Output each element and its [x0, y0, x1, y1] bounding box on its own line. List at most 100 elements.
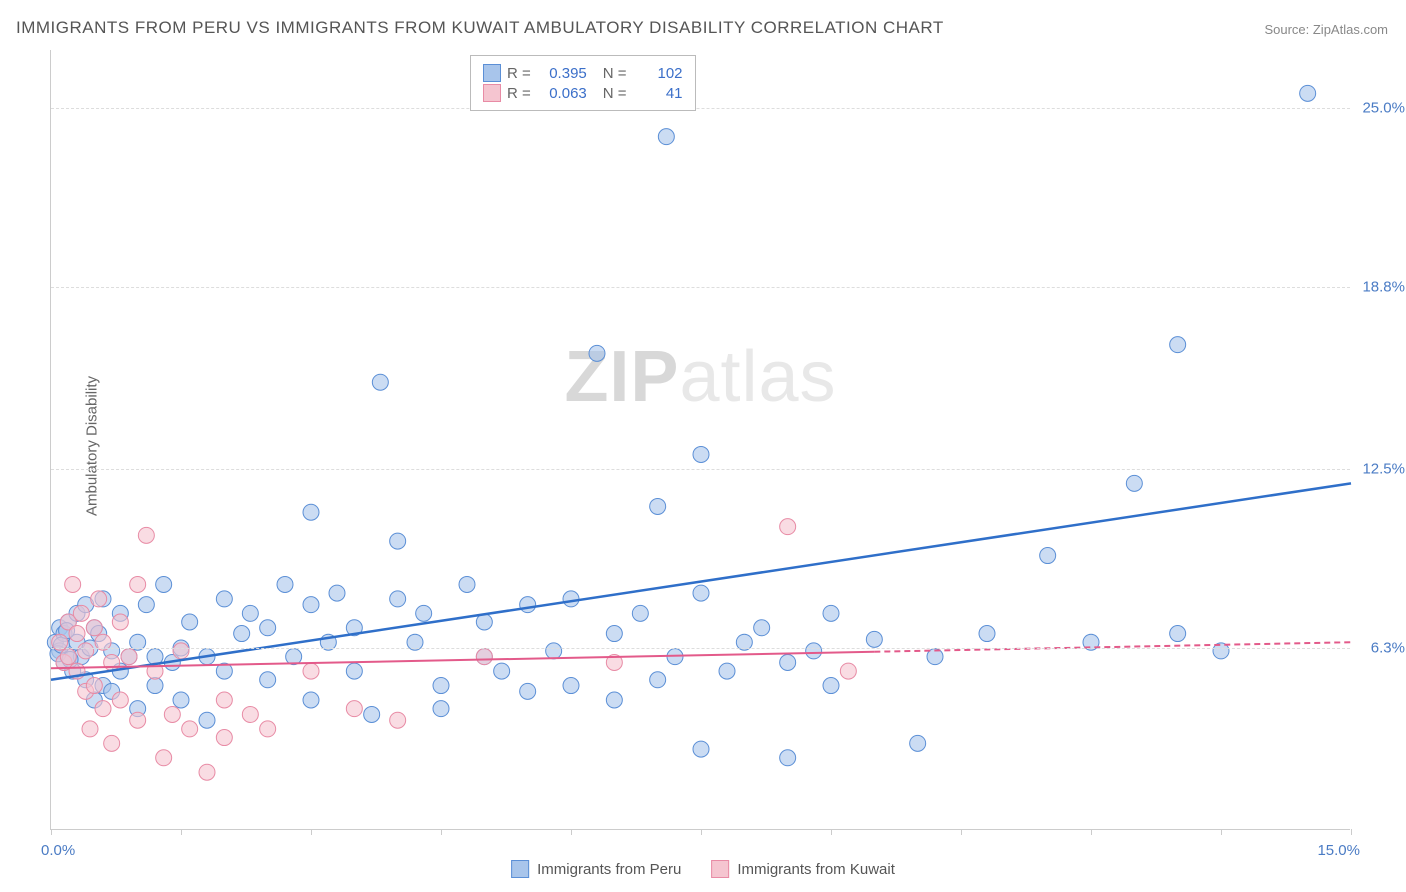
data-point	[112, 692, 128, 708]
correlation-legend: R =0.395N =102R =0.063N =41	[470, 55, 696, 111]
y-tick-label: 25.0%	[1362, 99, 1405, 116]
source-attribution: Source: ZipAtlas.com	[1264, 22, 1388, 37]
data-point	[138, 597, 154, 613]
data-point	[1300, 85, 1316, 101]
data-point	[86, 620, 102, 636]
data-point	[242, 706, 258, 722]
data-point	[216, 591, 232, 607]
gridline	[51, 469, 1350, 470]
data-point	[459, 576, 475, 592]
data-point	[823, 678, 839, 694]
legend-row: R = 0.395 N = 102	[483, 64, 683, 82]
data-point	[303, 597, 319, 613]
data-point	[780, 654, 796, 670]
x-axis-min: 0.0%	[41, 842, 75, 859]
legend-series-label: Immigrants from Kuwait	[737, 861, 895, 878]
data-point	[95, 701, 111, 717]
data-point	[364, 706, 380, 722]
data-point	[589, 345, 605, 361]
data-point	[806, 643, 822, 659]
data-point	[86, 678, 102, 694]
legend-r-value: 0.063	[537, 85, 587, 102]
data-point	[242, 605, 258, 621]
data-point	[1170, 626, 1186, 642]
data-point	[260, 672, 276, 688]
data-point	[693, 741, 709, 757]
data-point	[182, 721, 198, 737]
x-tick-mark	[441, 829, 442, 835]
data-point	[632, 605, 648, 621]
data-point	[303, 663, 319, 679]
legend-n-label: N =	[603, 65, 627, 82]
series-legend: Immigrants from Peru Immigrants from Kuwa…	[511, 860, 895, 878]
trend-line	[51, 483, 1351, 679]
x-tick-mark	[181, 829, 182, 835]
legend-r-label: R =	[507, 85, 531, 102]
data-point	[433, 701, 449, 717]
data-point	[754, 620, 770, 636]
legend-swatch	[483, 64, 501, 82]
data-point	[121, 649, 137, 665]
data-point	[372, 374, 388, 390]
data-point	[260, 620, 276, 636]
data-point	[494, 663, 510, 679]
x-tick-mark	[311, 829, 312, 835]
data-point	[303, 692, 319, 708]
data-point	[104, 735, 120, 751]
data-point	[156, 750, 172, 766]
x-tick-mark	[571, 829, 572, 835]
data-point	[520, 683, 536, 699]
data-point	[130, 576, 146, 592]
plot-area: ZIPatlas 6.3%12.5%18.8%25.0% 0.0% 15.0%	[50, 50, 1350, 830]
legend-n-label: N =	[603, 85, 627, 102]
x-tick-mark	[51, 829, 52, 835]
data-point	[82, 721, 98, 737]
legend-n-value: 102	[633, 65, 683, 82]
gridline	[51, 287, 1350, 288]
data-point	[234, 626, 250, 642]
data-point	[563, 678, 579, 694]
data-point	[346, 701, 362, 717]
chart-title: IMMIGRANTS FROM PERU VS IMMIGRANTS FROM …	[16, 18, 944, 38]
data-point	[91, 591, 107, 607]
gridline	[51, 108, 1350, 109]
x-axis-max: 15.0%	[1317, 842, 1360, 859]
y-tick-label: 6.3%	[1371, 640, 1405, 657]
data-point	[199, 764, 215, 780]
legend-item: Immigrants from Peru	[511, 860, 681, 878]
data-point	[476, 649, 492, 665]
x-tick-mark	[1091, 829, 1092, 835]
data-point	[147, 678, 163, 694]
data-point	[1170, 337, 1186, 353]
gridline	[51, 648, 1350, 649]
data-point	[260, 721, 276, 737]
data-point	[112, 614, 128, 630]
data-point	[546, 643, 562, 659]
data-point	[866, 631, 882, 647]
data-point	[216, 692, 232, 708]
data-point	[216, 730, 232, 746]
data-point	[130, 712, 146, 728]
data-point	[69, 626, 85, 642]
data-point	[1126, 475, 1142, 491]
legend-swatch	[711, 860, 729, 878]
data-point	[433, 678, 449, 694]
data-point	[910, 735, 926, 751]
legend-r-value: 0.395	[537, 65, 587, 82]
y-tick-label: 12.5%	[1362, 460, 1405, 477]
legend-item: Immigrants from Kuwait	[711, 860, 895, 878]
data-point	[520, 597, 536, 613]
data-point	[199, 712, 215, 728]
data-point	[693, 446, 709, 462]
data-point	[1040, 548, 1056, 564]
data-point	[719, 663, 735, 679]
data-point	[303, 504, 319, 520]
legend-swatch	[483, 84, 501, 102]
data-point	[780, 750, 796, 766]
legend-row: R =0.063N =41	[483, 84, 683, 102]
trend-line-extrapolated	[874, 642, 1351, 652]
data-point	[650, 672, 666, 688]
data-point	[658, 129, 674, 145]
legend-r-label: R =	[507, 65, 531, 82]
x-tick-mark	[701, 829, 702, 835]
